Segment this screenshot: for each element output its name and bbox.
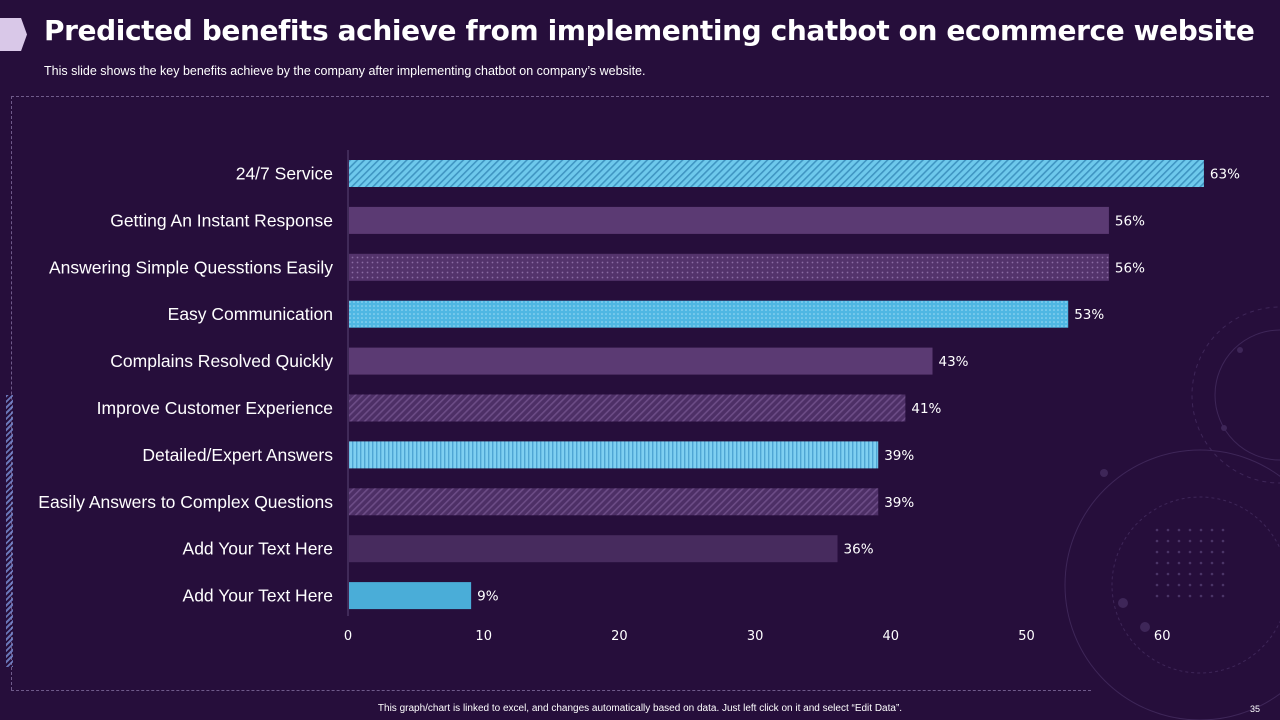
data-label: 56% (1115, 260, 1145, 276)
data-label: 41% (911, 401, 941, 417)
x-tick-label: 30 (747, 629, 764, 644)
bar (349, 488, 879, 516)
category-label: Add Your Text Here (183, 586, 333, 606)
data-label: 56% (1115, 213, 1145, 229)
category-label: Complains Resolved Quickly (110, 351, 333, 371)
data-label: 63% (1210, 167, 1240, 183)
data-label: 36% (844, 542, 874, 558)
chart-axis: 0 10 20 30 40 50 60 (344, 150, 1171, 644)
deco-dot (1118, 598, 1128, 608)
data-label: 9% (477, 589, 499, 605)
slide-subtitle: This slide shows the key benefits achiev… (44, 64, 646, 78)
data-label: 43% (939, 354, 969, 370)
deco-circle-large (1064, 449, 1280, 720)
category-label: Detailed/Expert Answers (142, 445, 333, 465)
deco-dot (1140, 622, 1150, 632)
frame-border-top (11, 96, 1269, 97)
x-tick-label: 50 (1018, 629, 1035, 644)
bar (349, 535, 838, 563)
category-label: Getting An Instant Response (110, 210, 333, 230)
data-label: 39% (884, 495, 914, 511)
bar (349, 160, 1204, 187)
slide-title: Predicted benefits achieve from implemen… (44, 14, 1255, 47)
bar (349, 582, 472, 610)
footer-note: This graph/chart is linked to excel, and… (377, 703, 903, 714)
x-tick-label: 10 (475, 629, 492, 644)
category-label: 24/7 Service (236, 164, 333, 184)
frame-border-bottom (11, 690, 1091, 691)
x-tick-label: 40 (883, 629, 900, 644)
category-label: Easy Communication (168, 304, 333, 324)
category-label: Improve Customer Experience (97, 398, 333, 418)
left-hatched-strip (6, 395, 13, 667)
deco-dot (1237, 347, 1243, 353)
category-label: Easily Answers to Complex Questions (38, 492, 333, 512)
data-label: 39% (884, 448, 914, 464)
bar (349, 347, 933, 375)
chart-bars: 24/7 Service 63% Getting An Instant Respon… (38, 160, 1240, 610)
x-tick-label: 20 (611, 629, 628, 644)
bar (349, 441, 879, 469)
bar (349, 300, 1069, 328)
deco-circle-top-right (1214, 329, 1280, 461)
deco-dot (1221, 425, 1227, 431)
deco-dot-grid (1150, 522, 1228, 600)
x-tick-label: 0 (344, 629, 352, 644)
deco-circle-medium (1111, 496, 1280, 674)
bar (349, 394, 906, 422)
data-label: 53% (1074, 307, 1104, 323)
x-tick-label: 60 (1154, 629, 1171, 644)
bar (349, 206, 1109, 234)
page-number: 35 (1249, 704, 1260, 714)
category-label: Answering Simple Quesstions Easily (49, 257, 333, 277)
bar (349, 253, 1109, 281)
deco-dot (1100, 469, 1108, 477)
frame-border-left (11, 96, 12, 690)
category-label: Add Your Text Here (183, 539, 333, 559)
title-tab-decoration (0, 18, 27, 51)
